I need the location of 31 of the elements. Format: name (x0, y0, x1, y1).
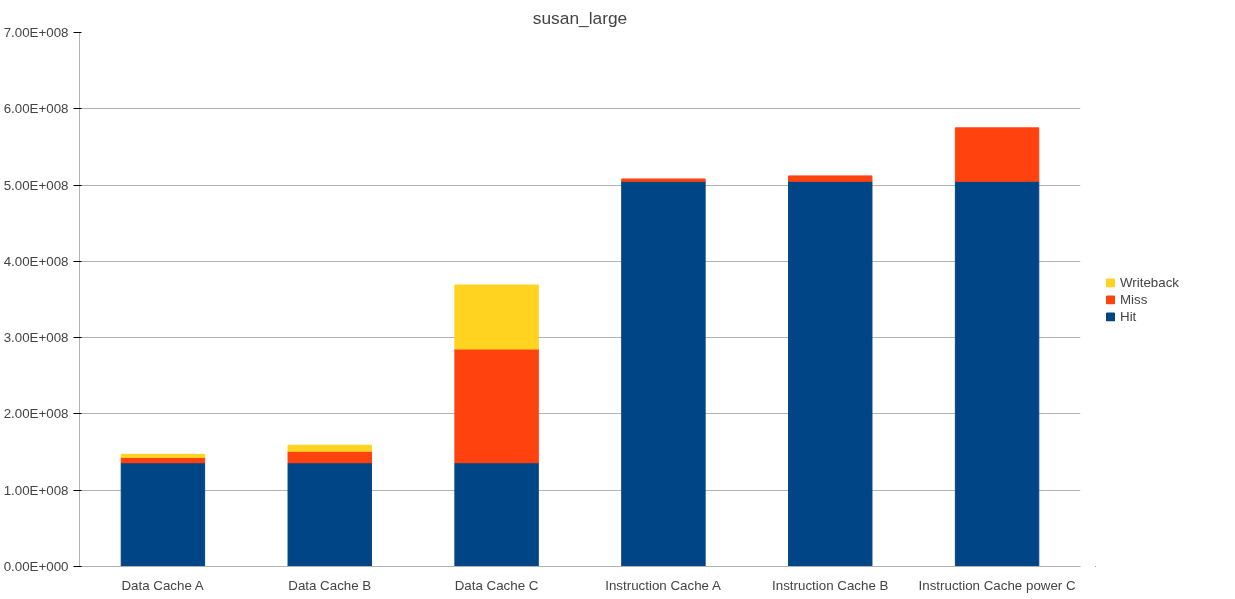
bar (120, 462, 206, 567)
legend-label: Writeback (1120, 274, 1180, 290)
bar (454, 462, 539, 567)
x-tick-label: Instruction Cache B (772, 577, 889, 593)
y-tick-label: 5.00E+008 (3, 177, 69, 193)
y-tick-label: 6.00E+008 (3, 101, 69, 117)
bar (120, 453, 206, 458)
chart-title: susan_large (532, 7, 628, 28)
x-tick-label: Data Cache A (121, 577, 204, 593)
bar (454, 284, 539, 350)
bar (621, 178, 706, 182)
bar (287, 462, 372, 567)
bar (621, 180, 706, 567)
x-tick-label: Instruction Cache power C (918, 577, 1076, 593)
y-tick-label: 4.00E+008 (3, 253, 69, 269)
y-tick-label: 7.00E+008 (3, 25, 69, 40)
x-tick-label: Data Cache B (288, 577, 372, 593)
bar (954, 127, 1040, 182)
bar (788, 180, 873, 567)
legend-label: Miss (1120, 291, 1148, 307)
y-tick-label: 0.00E+000 (3, 559, 69, 574)
bar (287, 444, 372, 452)
x-tick-label: Instruction Cache A (605, 577, 721, 593)
x-tick-label: Data Cache C (454, 577, 539, 593)
bar (454, 348, 539, 464)
legend-label: Hit (1120, 308, 1138, 324)
y-tick-label: 3.00E+008 (3, 330, 69, 346)
bar (788, 175, 873, 182)
y-tick-label: 2.00E+008 (3, 406, 69, 422)
bar (954, 180, 1040, 567)
y-tick-label: 1.00E+008 (3, 482, 69, 498)
